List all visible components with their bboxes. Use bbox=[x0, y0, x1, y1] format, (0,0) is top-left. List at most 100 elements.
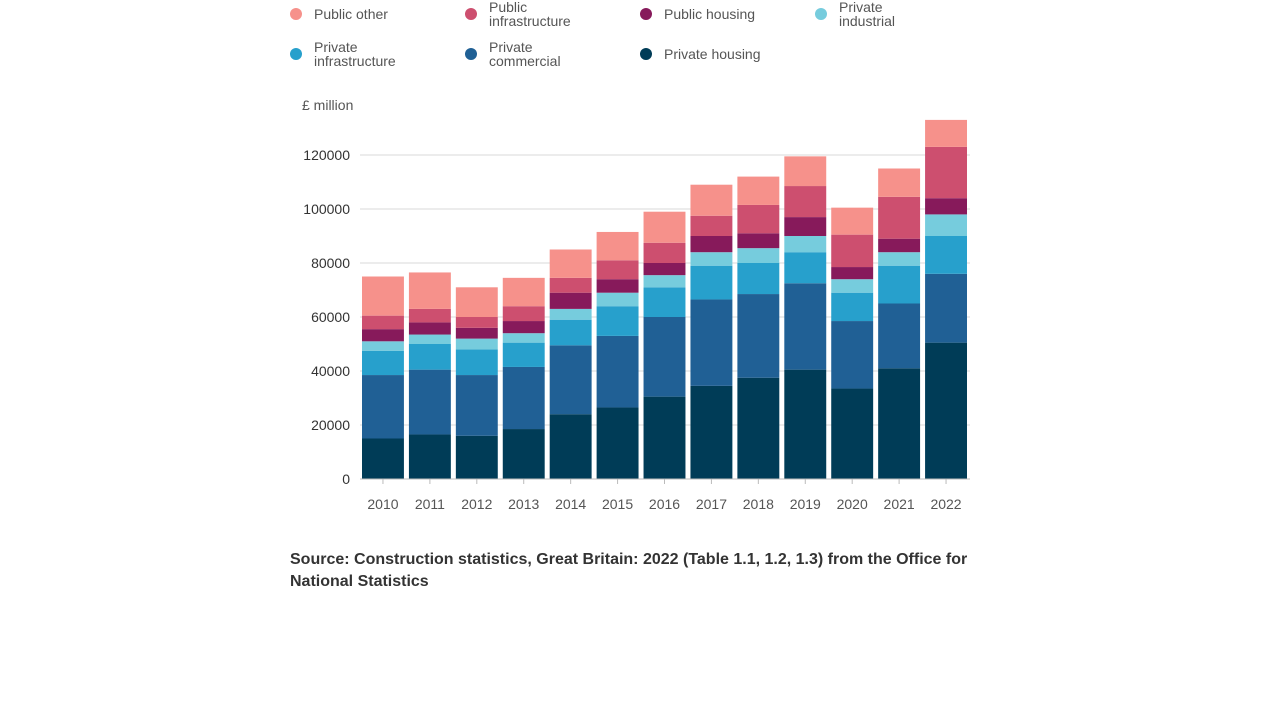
legend-item: Private housing bbox=[640, 40, 774, 61]
bar-segment bbox=[925, 236, 967, 274]
legend-item: Public housing bbox=[640, 0, 774, 21]
bar-segment bbox=[362, 438, 404, 479]
bar-segment bbox=[596, 292, 639, 307]
bar-segment bbox=[831, 321, 874, 389]
bar-segment bbox=[831, 207, 874, 235]
bar-segment bbox=[455, 435, 498, 479]
bar-segment bbox=[596, 407, 639, 479]
legend-swatch bbox=[465, 48, 477, 60]
legend-label: Private housing bbox=[664, 46, 761, 62]
bar-segment bbox=[878, 252, 921, 266]
bar-segment bbox=[549, 345, 592, 415]
bar-segment bbox=[784, 217, 827, 236]
bar-segment bbox=[690, 184, 733, 216]
x-tick-label: 2010 bbox=[367, 496, 398, 512]
x-tick-label: 2014 bbox=[555, 496, 586, 512]
legend-swatch bbox=[290, 8, 302, 20]
legend-swatch bbox=[640, 48, 652, 60]
y-tick-label: 60000 bbox=[311, 309, 350, 325]
bar-segment bbox=[408, 322, 451, 335]
bar-segment bbox=[549, 249, 592, 278]
source-note: Source: Construction statistics, Great B… bbox=[290, 551, 968, 590]
stacked-bar-chart: £ million 0 20000 40000 60000 80000 100000 1200… bbox=[302, 97, 970, 512]
bar-segment bbox=[925, 198, 967, 215]
bar-segment bbox=[455, 287, 498, 317]
bar-segment bbox=[643, 242, 686, 263]
bar-segment bbox=[596, 260, 639, 280]
legend-swatch bbox=[815, 8, 827, 20]
bar-segment bbox=[596, 335, 639, 408]
legend-item: Public infrastructure bbox=[465, 0, 599, 28]
bar-segment bbox=[549, 414, 592, 479]
y-tick-label: 0 bbox=[342, 471, 350, 487]
legend-item: Public other bbox=[290, 0, 424, 21]
bar-segment bbox=[549, 319, 592, 346]
bar-segment bbox=[502, 342, 545, 367]
bar-segment bbox=[784, 369, 827, 479]
bar-segment bbox=[643, 263, 686, 276]
bar-segment bbox=[737, 176, 780, 205]
bar-segment bbox=[878, 238, 921, 253]
bar-segment bbox=[878, 196, 921, 239]
bar-segment bbox=[502, 366, 545, 430]
y-tick-label: 100000 bbox=[303, 201, 350, 217]
bar-segment bbox=[784, 186, 827, 218]
y-tick-label: 20000 bbox=[311, 417, 350, 433]
bar-segment bbox=[690, 385, 733, 479]
legend-item: Private infrastructure bbox=[290, 40, 424, 68]
bar-segment bbox=[643, 396, 686, 479]
bar-segment bbox=[455, 349, 498, 376]
bar-segment bbox=[784, 156, 827, 187]
bar-segment bbox=[549, 292, 592, 309]
legend-item: Private commercial bbox=[465, 40, 599, 68]
bar-segment bbox=[737, 204, 780, 234]
legend-item: Private industrial bbox=[815, 0, 949, 28]
bar-segment bbox=[455, 338, 498, 350]
bar-segment bbox=[362, 329, 404, 342]
bar-segment bbox=[549, 277, 592, 293]
bar-segment bbox=[643, 317, 686, 397]
bar-segment bbox=[784, 252, 827, 284]
legend-label: Public housing bbox=[664, 6, 756, 22]
y-axis-unit-label: £ million bbox=[302, 97, 353, 113]
x-tick-label: 2019 bbox=[790, 496, 821, 512]
bar-segment bbox=[831, 267, 874, 280]
legend-label: Public infrastructure bbox=[489, 0, 571, 29]
x-tick-label: 2011 bbox=[415, 496, 445, 512]
x-tick-label: 2017 bbox=[696, 496, 727, 512]
x-tick-label: 2013 bbox=[508, 496, 539, 512]
bar-segment bbox=[596, 231, 639, 261]
bar-segment bbox=[408, 272, 451, 309]
bar-segment bbox=[502, 429, 545, 479]
bar-segment bbox=[831, 292, 874, 322]
bar-segment bbox=[690, 236, 733, 253]
x-tick-label: 2016 bbox=[649, 496, 680, 512]
bar-segment bbox=[878, 168, 921, 197]
legend-swatch bbox=[290, 48, 302, 60]
bar-segment bbox=[408, 434, 451, 479]
bar-segment bbox=[925, 214, 967, 236]
bar-segment bbox=[549, 308, 592, 320]
x-tick-label: 2012 bbox=[461, 496, 492, 512]
x-tick-label: 2015 bbox=[602, 496, 633, 512]
y-tick-label: 80000 bbox=[311, 255, 350, 271]
x-tick-label: 2022 bbox=[930, 496, 961, 512]
y-tick-label: 120000 bbox=[303, 147, 350, 163]
y-tick-label: 40000 bbox=[311, 363, 350, 379]
x-tick-label: 2018 bbox=[743, 496, 774, 512]
bar-segment bbox=[596, 306, 639, 336]
bar-segment bbox=[878, 368, 921, 479]
bar-segment bbox=[737, 294, 780, 378]
bar-segment bbox=[502, 333, 545, 343]
legend-label: Private commercial bbox=[489, 39, 561, 69]
bar-segment bbox=[362, 315, 404, 330]
bar-segment bbox=[690, 215, 733, 236]
x-tick-label: 2020 bbox=[837, 496, 868, 512]
bar-segment bbox=[502, 277, 545, 307]
bar-segment bbox=[455, 327, 498, 339]
bar-segment bbox=[408, 308, 451, 323]
x-tick-label: 2021 bbox=[884, 496, 915, 512]
bar-segment bbox=[925, 146, 967, 199]
bar-segment bbox=[643, 287, 686, 317]
bar-segment bbox=[643, 275, 686, 288]
